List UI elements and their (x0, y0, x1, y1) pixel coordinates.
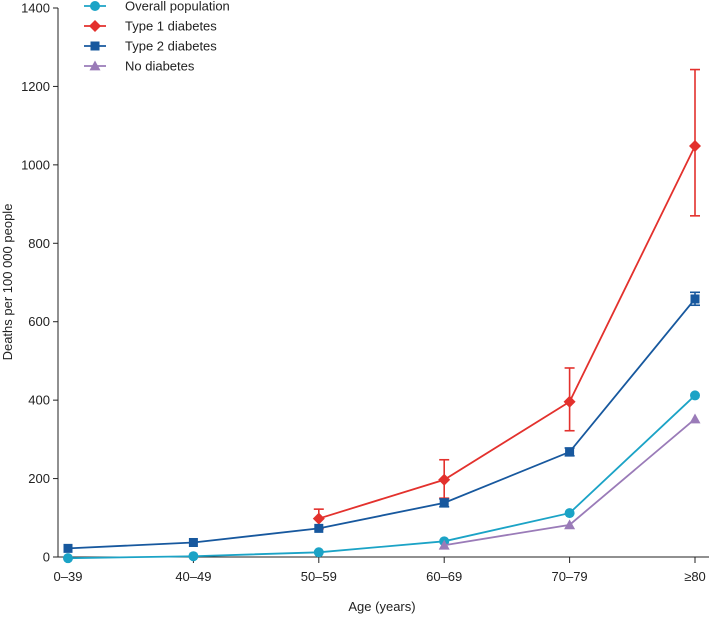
x-tick-label: 60–69 (426, 569, 462, 584)
y-tick-label: 0 (43, 550, 50, 565)
x-tick-label: 40–49 (175, 569, 211, 584)
legend-item: Overall population (84, 0, 230, 14)
data-point (565, 447, 575, 457)
data-point (63, 543, 73, 553)
legend-label: Type 2 diabetes (125, 39, 217, 54)
series-line (67, 298, 696, 550)
legend-item: Type 1 diabetes (84, 19, 217, 34)
data-point (689, 140, 701, 153)
series-type-1-diabetes (312, 68, 701, 530)
data-point (564, 508, 575, 519)
x-tick-label: 50–59 (301, 569, 337, 584)
data-point (564, 519, 576, 530)
legend-marker (89, 20, 101, 32)
series-no-diabetes (438, 413, 701, 550)
y-tick-label: 1400 (21, 1, 50, 16)
data-point (63, 553, 73, 564)
data-point (690, 390, 700, 401)
data-point (563, 395, 576, 408)
x-axis-ticks: 0–39 40–49 50–59 60–69 70–79 ≥80 (54, 557, 706, 584)
data-point (439, 498, 449, 508)
data-point (690, 294, 700, 304)
data-point (312, 512, 325, 525)
data-point (188, 537, 198, 547)
legend-marker (89, 60, 101, 71)
series-layer (63, 68, 701, 564)
y-tick-label: 1200 (21, 79, 50, 94)
series-overall-population (63, 390, 700, 564)
y-axis-title: Deaths per 100 000 people (0, 204, 15, 361)
y-tick-label: 600 (28, 314, 50, 329)
y-tick-label: 200 (28, 471, 50, 486)
legend-label: Overall population (125, 0, 230, 14)
series-type-2-diabetes (63, 291, 700, 553)
data-point (438, 473, 451, 486)
data-point (314, 523, 324, 533)
y-tick-label: 800 (28, 236, 50, 251)
x-tick-label: 0–39 (54, 569, 83, 584)
series-line (67, 394, 696, 560)
legend-item: No diabetes (84, 59, 195, 74)
legend-label: No diabetes (125, 59, 195, 74)
legend-label: Type 1 diabetes (125, 19, 217, 34)
legend-item: Type 2 diabetes (84, 39, 217, 54)
x-tick-label: 70–79 (552, 569, 588, 584)
legend: Overall population Type 1 diabetes Type 2 … (84, 0, 230, 74)
series-line (318, 145, 696, 520)
y-tick-label: 400 (28, 393, 50, 408)
data-point (313, 547, 324, 558)
data-point (188, 551, 199, 562)
x-tick-label: ≥80 (684, 569, 706, 584)
data-point (689, 413, 701, 424)
data-point (438, 539, 450, 550)
legend-marker (90, 41, 100, 51)
y-tick-label: 1000 (21, 157, 50, 172)
x-axis-title: Age (years) (348, 599, 415, 614)
legend-marker (90, 1, 100, 11)
y-axis-ticks: 0 200 400 600 800 1000 1200 1400 (21, 1, 58, 565)
